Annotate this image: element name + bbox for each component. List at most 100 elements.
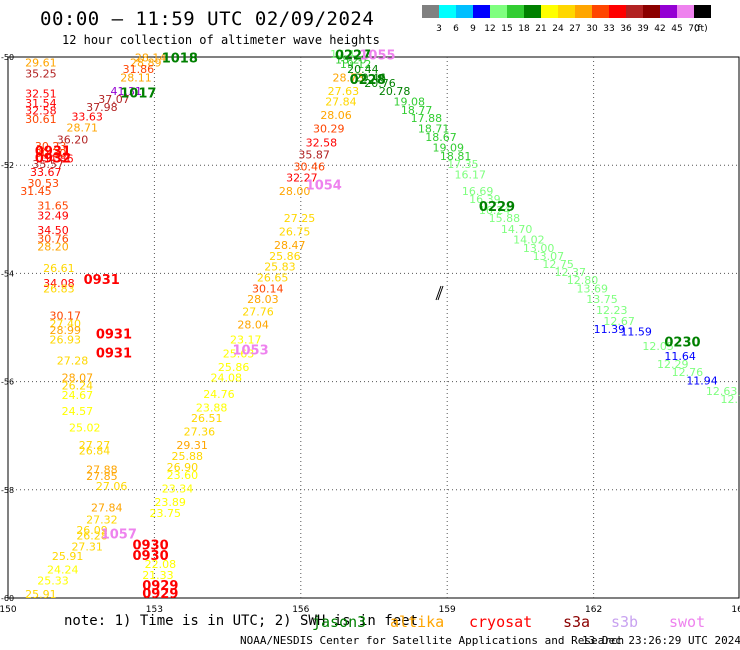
swh-value: 11.94 (686, 374, 718, 387)
swh-value: 21.33 (142, 569, 174, 582)
y-tick-label: -54 (1, 269, 14, 278)
pass-time-label: 0230 (664, 335, 700, 350)
colorbar-label: 6 (453, 24, 459, 34)
footer-timestamp: 13 Dec 23:26:29 UTC 2024 (582, 634, 740, 647)
swh-value: 25.88 (171, 450, 203, 463)
swh-value: 16.17 (455, 169, 487, 182)
swh-value: 23.17 (230, 334, 261, 347)
colorbar-label: 39 (637, 24, 649, 34)
swh-value: 23.60 (167, 469, 199, 482)
swh-value: 23.75 (150, 507, 182, 520)
swh-value: 26.28 (76, 530, 108, 543)
swh-value: 34.08 (43, 277, 75, 290)
swh-value: 23.88 (196, 401, 228, 414)
pass-time-label: 1053 (232, 344, 268, 359)
swh-value: 32.58 (306, 136, 338, 149)
swh-value: 14.70 (501, 223, 533, 236)
pass-time-label: 0931 (35, 144, 71, 159)
colorbar-label: 30 (586, 24, 598, 34)
colorbar-swatch (609, 5, 626, 18)
swh-value: 12.76 (672, 366, 704, 379)
pass-time-label: 0229 (479, 200, 515, 215)
swh-value: 27.25 (284, 212, 316, 225)
swh-value: 18.71 (418, 123, 450, 136)
x-tick-label: 162 (585, 605, 602, 615)
colorbar-swatch (660, 5, 677, 18)
page-subtitle: 12 hour collection of altimeter wave hei… (62, 33, 380, 47)
swh-value: 32.51 (25, 88, 57, 101)
colorbar-swatch (541, 5, 558, 18)
x-tick-label: 153 (146, 605, 163, 615)
x-tick-label: 159 (439, 605, 456, 615)
swh-value: 35.57 (32, 158, 64, 171)
swh-value: 25.83 (264, 261, 296, 274)
y-tick-label: -56 (1, 378, 14, 387)
swh-value: 32.49 (37, 209, 69, 222)
swh-value: 12.75 (542, 258, 574, 271)
pass-time-label: 0931 (96, 346, 132, 361)
swh-value: 30.17 (49, 309, 80, 322)
swh-value: 30.46 (293, 161, 325, 174)
swh-value: 24.08 (211, 372, 243, 385)
swh-value: 27.31 (71, 540, 103, 553)
x-tick-label: 165 (731, 605, 740, 615)
colorbar-swatch (456, 5, 473, 18)
swh-value: 26.93 (49, 334, 80, 347)
pass-time-label: 1017 (120, 87, 156, 102)
swh-value: 23.89 (154, 496, 186, 509)
swh-value: 26.51 (191, 412, 223, 425)
swh-value: 17.88 (411, 112, 443, 125)
swh-value: 18.77 (401, 104, 433, 117)
swh-value: 30.76 (37, 233, 69, 246)
colorbar-swatch (643, 5, 660, 18)
color-scale-legend: 3 6 9 12 15 18 21 24 27 30 33 36 39 42 45 70(ft) (422, 5, 711, 34)
y-tick-label: -60 (1, 594, 14, 603)
swh-value: 14.02 (513, 234, 545, 247)
pass-time-label: 0929 (142, 579, 178, 594)
swh-value: 26.09 (76, 524, 108, 537)
swh-value: 29.61 (25, 57, 57, 70)
colorbar-label: 70 (688, 24, 700, 34)
swh-value: 11.64 (664, 350, 696, 363)
swh-value: 30.53 (28, 177, 60, 190)
colorbar-swatch (422, 5, 439, 18)
legend-s3b: s3b (611, 613, 639, 631)
colorbar-swatch (473, 5, 490, 18)
swh-value: 23.34 (162, 483, 194, 496)
swh-value: 25.63 (223, 347, 255, 360)
swh-value: 28.11 (120, 71, 151, 84)
note-text: note: 1) Time is in UTC; 2) SWH is in fe… (64, 613, 419, 629)
swh-value: 13.07 (533, 250, 565, 263)
swh-value: 27.32 (86, 513, 118, 526)
swh-value: 18.20 (335, 53, 367, 66)
swh-value: 22.08 (145, 558, 177, 571)
swh-value: 26.24 (62, 380, 94, 393)
swh-value: 25.33 (37, 574, 69, 587)
colorbar-swatch (507, 5, 524, 18)
swh-value: 26.65 (257, 272, 289, 285)
swh-value: 12.29 (657, 358, 689, 371)
page-title: 00:00 – 11:59 UTC 02/09/2024 (40, 8, 375, 30)
swh-value: 12.80 (567, 274, 599, 287)
swh-value: 34.86 (42, 152, 74, 165)
swh-value: 24.24 (47, 564, 79, 577)
swh-value: 12.23 (596, 304, 628, 317)
pass-time-label: 0931 (96, 327, 132, 342)
swh-value: 20.44 (347, 63, 379, 76)
pass-time-label: 0932 (35, 151, 71, 166)
legend-jason3: jason3 (312, 613, 367, 631)
swh-value: 27.40 (49, 318, 80, 331)
swh-value: 34.50 (37, 224, 69, 237)
swh-value: 28.47 (274, 239, 306, 252)
pass-time-label: 0228 (350, 73, 386, 88)
swh-value: 29.31 (176, 439, 208, 452)
swh-value: 16.39 (469, 193, 501, 206)
colorbar-label: 12 (484, 24, 495, 34)
colorbar-swatch (524, 5, 541, 18)
swh-value: 24.57 (62, 405, 94, 418)
swh-value: 30.23 (35, 140, 66, 153)
swh-value: 27.63 (328, 85, 360, 98)
swh-value: 11.39 (594, 323, 626, 336)
legend-swot: swot (669, 613, 706, 631)
